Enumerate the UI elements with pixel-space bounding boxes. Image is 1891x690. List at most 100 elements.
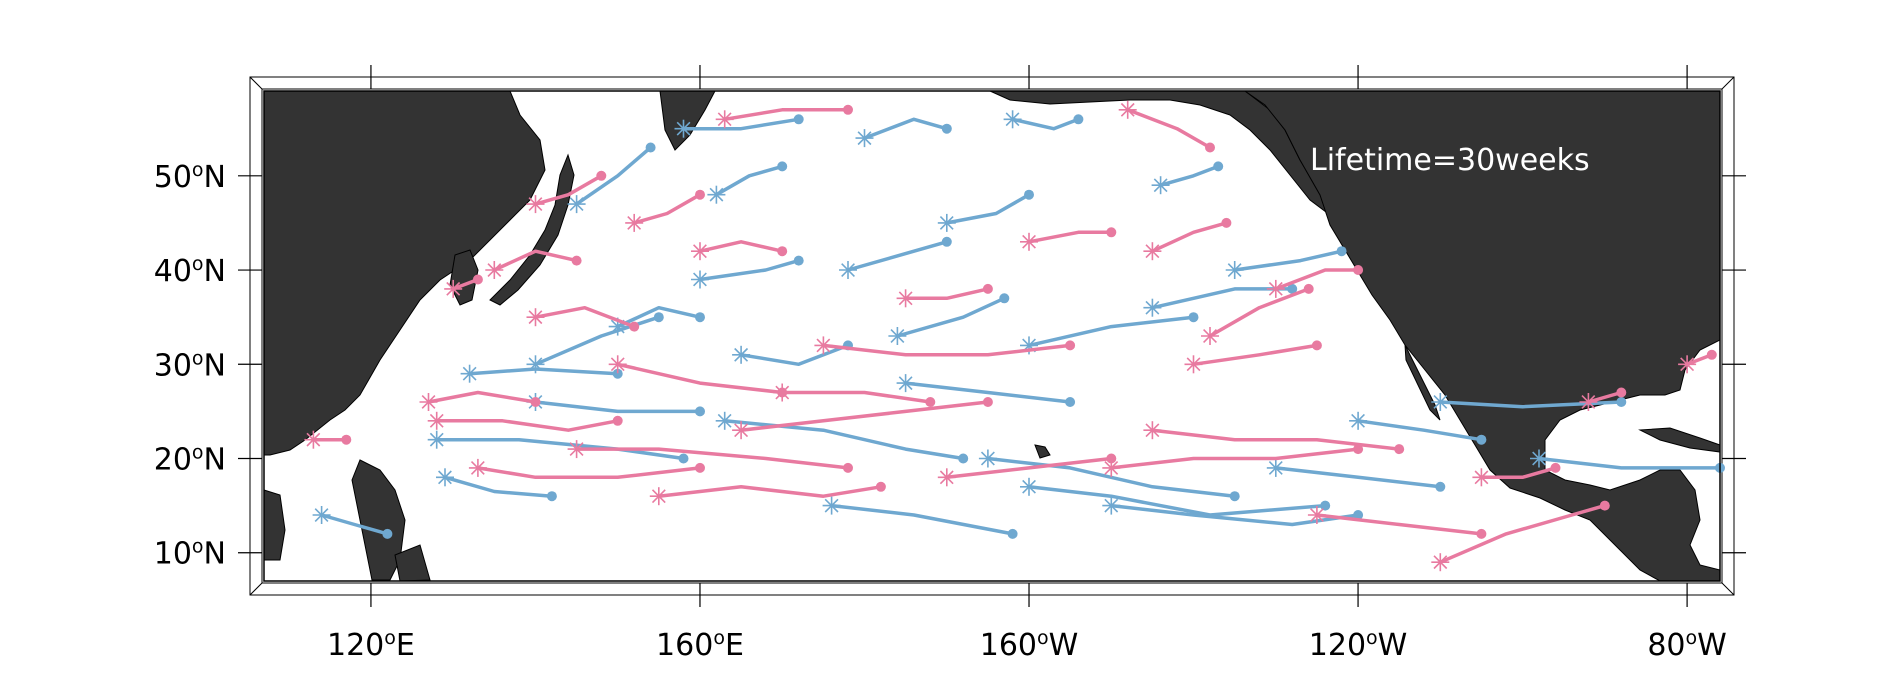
trajectory-start-marker (1349, 411, 1368, 430)
trajectory-start-marker (978, 449, 997, 468)
trajectory-end-marker (1311, 340, 1322, 351)
trajectory-line (1160, 164, 1219, 187)
trajectory-start-marker (567, 440, 586, 459)
trajectory-line (1275, 466, 1441, 489)
trajectory-end-marker (1599, 500, 1610, 511)
trajectory-end-marker (645, 142, 656, 153)
trajectory-end-marker (1706, 349, 1717, 360)
trajectory-start-marker (427, 411, 446, 430)
trajectory-start-marker (427, 430, 446, 449)
trajectory-start-marker (436, 468, 454, 487)
trajectory-start-marker (625, 213, 644, 232)
trajectory-line (863, 117, 948, 140)
trajectory-end-marker (571, 255, 582, 266)
trajectory-line (1357, 419, 1482, 442)
trajectory-end-marker (793, 114, 804, 125)
trajectory-start-marker (312, 506, 331, 524)
trajectory-start-marker (1143, 298, 1162, 317)
trajectory-start-marker (1201, 327, 1219, 345)
trajectory-start-marker (1530, 449, 1548, 468)
trajectory-end-marker (982, 283, 993, 294)
trajectory-start-marker (1472, 468, 1491, 487)
trajectory-line (1152, 428, 1400, 451)
trajectory-start-marker (814, 336, 833, 355)
trajectory-line (946, 456, 1112, 480)
trajectory-start-marker (773, 383, 792, 402)
trajectory-line (535, 400, 700, 414)
lat-tick-label: 40oN (154, 253, 226, 289)
trajectory-start-marker (937, 213, 956, 232)
trajectory-line (724, 108, 848, 122)
trajectory-end-marker (843, 462, 853, 473)
trajectory-line (633, 193, 701, 225)
land-masses (263, 90, 1721, 582)
trajectory-line (477, 466, 701, 480)
trajectory-start-marker (1431, 393, 1450, 411)
trajectory-end-marker (678, 453, 689, 464)
trajectory-end-marker (1007, 528, 1018, 539)
trajectory-line (428, 390, 536, 404)
hawaii-landmass (1034, 444, 1051, 459)
trajectory-end-marker (941, 123, 952, 134)
trajectory-line (1538, 456, 1720, 470)
trajectory-start-marker (1266, 279, 1285, 298)
trajectory-line (1012, 117, 1080, 131)
trajectory-end-marker (1616, 397, 1627, 407)
trajectory-line (715, 164, 783, 197)
trajectory-end-marker (695, 462, 705, 473)
trajectory-line (444, 475, 553, 498)
trajectory-end-marker (1336, 246, 1347, 257)
trajectory-start-marker (691, 242, 709, 261)
trajectory-end-marker (1394, 444, 1405, 455)
trajectory-line (896, 296, 1006, 338)
trajectory-start-marker (1678, 355, 1697, 374)
trajectory-line (321, 513, 388, 536)
trajectory-start-marker (1102, 458, 1121, 477)
trajectory-start-marker (715, 411, 734, 430)
trajectory-start-marker (485, 261, 504, 279)
trajectory-end-marker (1065, 397, 1076, 407)
trajectory-end-marker (612, 368, 623, 379)
trajectory-line (740, 400, 989, 432)
trajectory-end-marker (1229, 491, 1240, 502)
trajectory-end-marker (1287, 283, 1298, 294)
trajectory-end-marker (695, 406, 705, 417)
trajectory-start-marker (732, 345, 751, 364)
trajectory-start-marker (1118, 100, 1137, 119)
trajectory-end-marker (1188, 312, 1199, 323)
trajectory-start-marker (839, 261, 857, 279)
trajectory-start-marker (1003, 110, 1022, 129)
trajectory-end-marker (629, 321, 640, 332)
trajectory-line (905, 287, 989, 301)
lat-tick-label: 20oN (154, 442, 226, 478)
trajectory-start-marker (732, 421, 751, 440)
trajectory-start-marker (526, 195, 545, 214)
trajectory-line (535, 174, 603, 206)
trajectory-line (1209, 287, 1310, 338)
trajectory-end-marker (612, 415, 623, 426)
trajectory-end-marker (596, 170, 607, 181)
trajectory-end-marker (1476, 434, 1487, 445)
trajectory-line (1028, 230, 1112, 244)
trajectory-start-marker (896, 374, 915, 393)
trajectory-start-marker (608, 355, 627, 374)
trajectory-line (617, 362, 783, 395)
lon-tick-label: 160oW (980, 627, 1079, 663)
trajectory-end-marker (941, 236, 952, 247)
lifetime-annotation: Lifetime=30weeks (1310, 143, 1590, 178)
trajectory-start-marker (1431, 553, 1450, 572)
lat-tick-label: 10oN (154, 536, 226, 572)
trajectory-line (740, 343, 849, 367)
trajectory-line (782, 390, 931, 404)
trajectory-start-marker (888, 327, 907, 345)
trajectory-start-marker (1020, 232, 1038, 251)
trajectory-start-marker (304, 430, 323, 449)
trajectory-line (575, 146, 652, 206)
trajectory-end-marker (530, 397, 541, 407)
trajectory-end-marker (1353, 510, 1364, 520)
trajectory-line (436, 419, 619, 432)
trajectory-end-marker (1073, 114, 1084, 125)
lon-tick-label: 80oW (1647, 627, 1726, 663)
trajectory-line (905, 381, 1071, 404)
trajectory-end-marker (695, 312, 705, 323)
